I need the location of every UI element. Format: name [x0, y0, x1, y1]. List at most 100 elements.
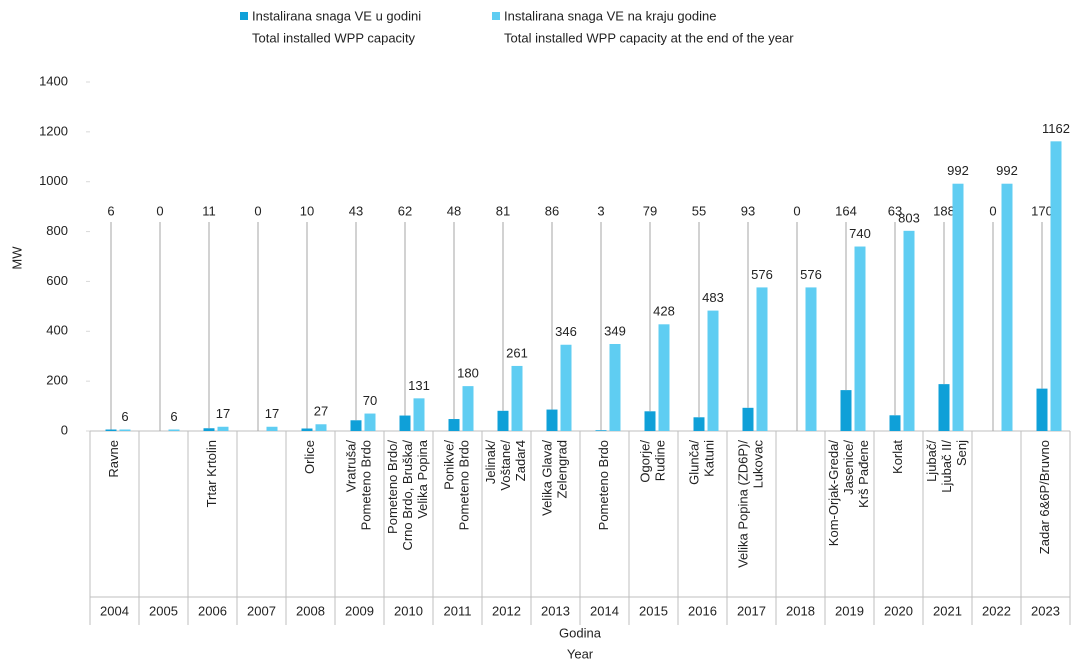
- bar: [840, 390, 852, 431]
- bar: [497, 410, 509, 431]
- project-label: Ljubač II/: [939, 440, 954, 493]
- y-tick-label: 0: [61, 422, 68, 437]
- legend-label: Instalirana snaga VE na kraju godine: [504, 8, 716, 23]
- bar: [413, 398, 425, 431]
- data-label: 180: [457, 366, 479, 381]
- bar: [350, 420, 362, 431]
- data-label: 170: [1031, 203, 1053, 218]
- x-tick-label: 2012: [492, 603, 521, 618]
- data-label: 131: [408, 378, 430, 393]
- x-tick-label: 2022: [982, 603, 1011, 618]
- bar: [315, 424, 327, 431]
- project-label: Zadar4: [513, 440, 528, 481]
- bar: [693, 417, 705, 431]
- x-axis-title: Godina: [559, 625, 602, 640]
- x-tick-label: 2017: [737, 603, 766, 618]
- data-label: 346: [555, 324, 577, 339]
- data-label: 43: [349, 203, 363, 218]
- x-tick-label: 2023: [1031, 603, 1060, 618]
- x-tick-label: 2018: [786, 603, 815, 618]
- bar: [854, 246, 866, 431]
- data-label: 0: [254, 203, 261, 218]
- x-tick-label: 2014: [590, 603, 619, 618]
- data-label: 79: [643, 203, 657, 218]
- data-label: 428: [653, 304, 675, 319]
- data-label: 48: [447, 203, 461, 218]
- bar: [805, 287, 817, 431]
- project-label: Kom-Orjak-Greda/: [826, 440, 841, 547]
- project-label: Pometeno Brdo/: [385, 440, 400, 534]
- bar: [203, 428, 215, 431]
- data-label: 188: [933, 203, 955, 218]
- y-tick-label: 200: [46, 373, 68, 388]
- x-tick-label: 2010: [394, 603, 423, 618]
- data-label: 63: [888, 203, 902, 218]
- data-label: 6: [121, 409, 128, 424]
- x-tick-label: 2019: [835, 603, 864, 618]
- y-tick-label: 600: [46, 273, 68, 288]
- project-label: Velika Popina (ZD6P)/: [735, 440, 750, 568]
- legend-swatch: [240, 12, 248, 20]
- data-label: 93: [741, 203, 755, 218]
- project-label: Katuni: [701, 440, 716, 477]
- x-tick-label: 2011: [444, 603, 472, 618]
- project-label: Senj: [954, 440, 969, 466]
- bar: [168, 429, 180, 431]
- bar: [511, 365, 523, 431]
- data-label: 10: [300, 203, 314, 218]
- data-label: 81: [496, 203, 510, 218]
- project-label: Pometeno Brdo: [596, 440, 611, 530]
- data-label: 3: [597, 203, 604, 218]
- project-label: Korlat: [890, 440, 905, 474]
- y-tick-label: 800: [46, 223, 68, 238]
- bar: [560, 344, 572, 431]
- bar: [952, 183, 964, 431]
- bar: [595, 430, 607, 431]
- y-tick-label: 400: [46, 323, 68, 338]
- data-label: 6: [170, 409, 177, 424]
- bar: [1036, 388, 1048, 431]
- project-label: Jasenice/: [841, 440, 856, 495]
- data-label: 576: [751, 267, 773, 282]
- data-label: 992: [947, 163, 969, 178]
- x-tick-label: 2015: [639, 603, 668, 618]
- project-label: Velika Popina: [415, 439, 430, 519]
- project-label: Zelengrad: [554, 440, 569, 499]
- bar: [1050, 141, 1062, 431]
- project-label: Jelinak/: [483, 440, 498, 484]
- bar: [889, 415, 901, 431]
- bar: [609, 343, 621, 431]
- data-label: 17: [265, 406, 279, 421]
- data-label: 11: [202, 203, 216, 218]
- project-label: Ponikve/: [441, 440, 456, 490]
- data-label: 17: [216, 406, 230, 421]
- data-label: 483: [702, 290, 724, 305]
- data-label: 6: [107, 203, 114, 218]
- project-label: Trtar Krtolin: [204, 440, 219, 507]
- bar: [119, 429, 131, 431]
- project-label: Crno Brdo, Bruška/: [400, 440, 415, 551]
- bar: [903, 230, 915, 431]
- project-label: Lukovac: [750, 440, 765, 489]
- project-label: Ljubač/: [924, 440, 939, 482]
- data-label: 803: [898, 210, 920, 225]
- bar: [658, 324, 670, 431]
- project-label: Krš Pađene: [856, 440, 871, 508]
- x-tick-label: 2005: [149, 603, 178, 618]
- x-tick-label: 2007: [247, 603, 276, 618]
- data-label: 0: [793, 203, 800, 218]
- data-label: 86: [545, 203, 559, 218]
- bar: [742, 407, 754, 431]
- data-label: 70: [363, 393, 377, 408]
- data-label: 261: [506, 345, 528, 360]
- data-label: 0: [156, 203, 163, 218]
- project-label: Vratruša/: [343, 440, 358, 493]
- data-label: 1162: [1042, 121, 1070, 136]
- project-label: Orlice: [302, 440, 317, 474]
- x-tick-label: 2013: [541, 603, 570, 618]
- y-axis-title: MW: [9, 246, 24, 270]
- data-label: 164: [835, 203, 857, 218]
- project-label: Pometeno Brdo: [358, 440, 373, 530]
- bar: [217, 426, 229, 431]
